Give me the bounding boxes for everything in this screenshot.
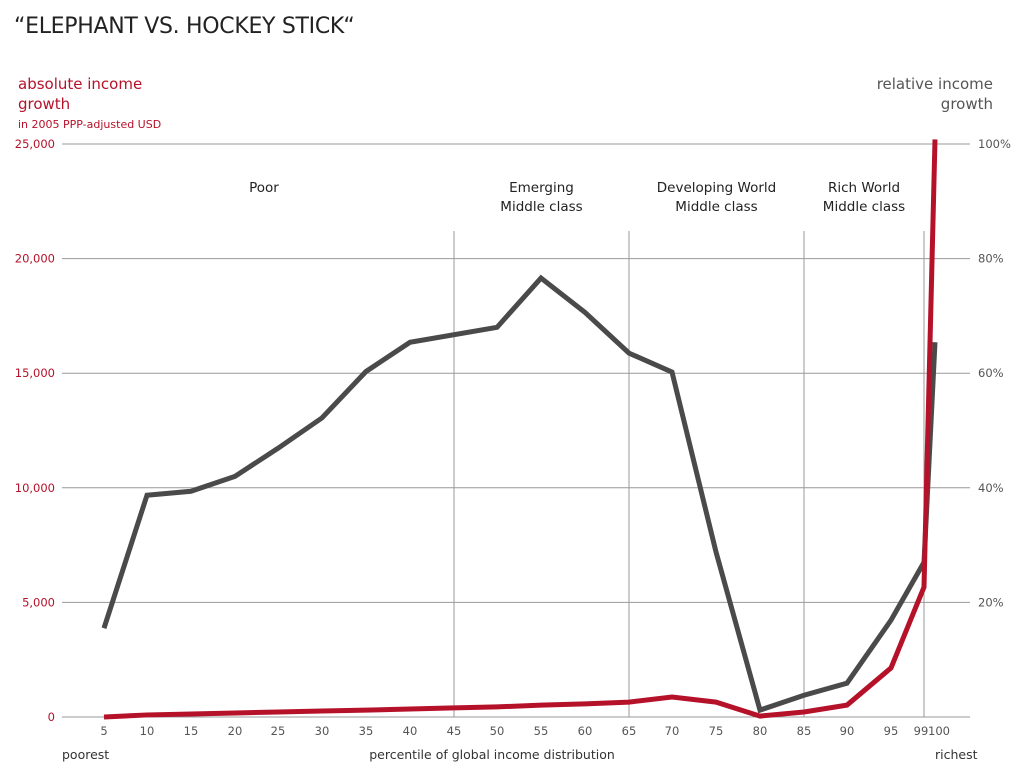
x-right-label: richest — [935, 747, 978, 762]
x-tick-label: 40 — [403, 724, 418, 738]
region-label-line: Developing World — [656, 180, 777, 196]
y-left-tick-label: 15,000 — [15, 366, 55, 380]
x-tick-label: 45 — [447, 724, 462, 738]
x-tick-label: 85 — [797, 724, 812, 738]
x-tick-label: 15 — [184, 724, 199, 738]
left-axis-title-line: absolute income — [18, 75, 143, 93]
region-label: Developing World Middle class — [657, 179, 776, 217]
x-tick-label: 20 — [228, 724, 243, 738]
x-tick-label: 80 — [753, 724, 768, 738]
x-tick-label: 90 — [840, 724, 855, 738]
y-right-tick-label: 60% — [978, 366, 1004, 380]
region-label: Rich World Middle class — [823, 179, 905, 217]
x-axis-label: percentile of global income distribution — [369, 747, 615, 762]
right-axis-title: relative income growth — [877, 74, 993, 114]
absolute-growth-line — [103, 139, 938, 720]
y-right-tick-label: 80% — [978, 252, 1004, 266]
y-right-tick-label: 100% — [978, 137, 1011, 151]
y-right-tick-label: 20% — [978, 595, 1004, 609]
region-label: Emerging Middle class — [500, 179, 582, 217]
x-tick-label: 100 — [928, 724, 950, 738]
x-tick-label: 10 — [140, 724, 155, 738]
y-left-tick-label: 0 — [48, 710, 55, 724]
left-axis-title: absolute income growth — [18, 74, 142, 114]
x-tick-label: 55 — [534, 724, 549, 738]
y-right-tick-label: 40% — [978, 481, 1004, 495]
x-tick-label: 25 — [271, 724, 286, 738]
right-axis-title-line: relative income — [876, 75, 993, 93]
x-tick-label: 99 — [914, 724, 929, 738]
y-left-tick-label: 25,000 — [15, 137, 55, 151]
x-tick-label: 60 — [578, 724, 593, 738]
region-label-line: Middle class — [822, 199, 906, 215]
left-axis-title-line: growth — [18, 95, 71, 113]
x-tick-label: 35 — [359, 724, 374, 738]
region-label-line: Middle class — [675, 199, 758, 215]
x-left-label: poorest — [62, 747, 110, 762]
region-label-line: Emerging — [509, 180, 574, 196]
x-tick-label: 5 — [100, 724, 107, 738]
x-tick-label: 50 — [490, 724, 505, 738]
region-label: Poor — [249, 179, 279, 198]
x-tick-label: 70 — [665, 724, 680, 738]
right-axis-title-line: growth — [940, 95, 993, 113]
left-axis-subtitle: in 2005 PPP-adjusted USD — [18, 118, 162, 131]
x-tick-label: 65 — [622, 724, 637, 738]
chart-title: “ELEPHANT VS. HOCKEY STICK“ — [14, 14, 355, 39]
relative-growth-line — [101, 274, 938, 714]
region-label-line: Middle class — [500, 199, 583, 215]
x-tick-label: 75 — [709, 724, 724, 738]
region-label-line: Poor — [249, 180, 279, 196]
x-tick-label: 30 — [315, 724, 330, 738]
y-left-tick-label: 20,000 — [15, 252, 55, 266]
x-tick-label: 95 — [884, 724, 899, 738]
y-left-tick-label: 5,000 — [22, 595, 55, 609]
y-left-tick-label: 10,000 — [15, 481, 55, 495]
region-label-line: Rich World — [827, 180, 901, 196]
